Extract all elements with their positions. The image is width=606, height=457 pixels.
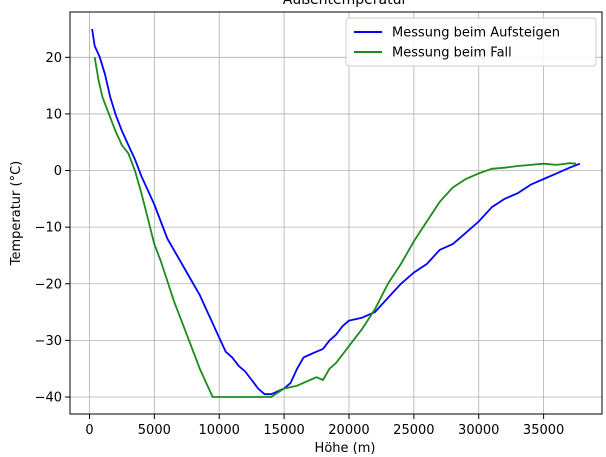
- y-tick-label: 20: [45, 51, 62, 66]
- x-tick-label: 35000: [523, 423, 564, 438]
- plot-frame: [69, 11, 603, 415]
- chart-title: Außentemperatur: [283, 0, 408, 8]
- x-tick-label: 25000: [393, 423, 434, 438]
- y-tick-label: −20: [35, 277, 62, 292]
- y-tick-label: −30: [35, 334, 62, 349]
- x-tick-label: 0: [85, 423, 93, 438]
- legend-label: Messung beim Aufsteigen: [392, 26, 560, 41]
- grid: [70, 12, 602, 414]
- x-tick-label: 15000: [263, 423, 304, 438]
- legend-box: [345, 17, 597, 67]
- x-tick-label: 30000: [458, 423, 499, 438]
- x-axis-label: Höhe (m): [315, 441, 376, 456]
- legend: Messung beim Aufsteigen Messung beim Fall: [345, 17, 597, 67]
- ticks: 0 5000 10000 15000 20000 25000 30000 35000 −40 −3…: [35, 51, 565, 438]
- x-tick-label: 5000: [138, 423, 171, 438]
- series-line-fall: [93, 57, 577, 398]
- series-line-aufsteigen: [91, 28, 581, 396]
- x-tick-label: 20000: [328, 423, 369, 438]
- y-tick-label: 0: [54, 164, 62, 179]
- y-tick-label: −40: [35, 391, 62, 406]
- y-tick-label: 10: [45, 107, 62, 122]
- y-tick-label: −10: [35, 221, 62, 236]
- legend-label: Messung beim Fall: [392, 46, 512, 61]
- x-tick-label: 10000: [199, 423, 240, 438]
- series-layer: [91, 28, 581, 398]
- y-axis-label: Temperatur (°C): [9, 161, 24, 267]
